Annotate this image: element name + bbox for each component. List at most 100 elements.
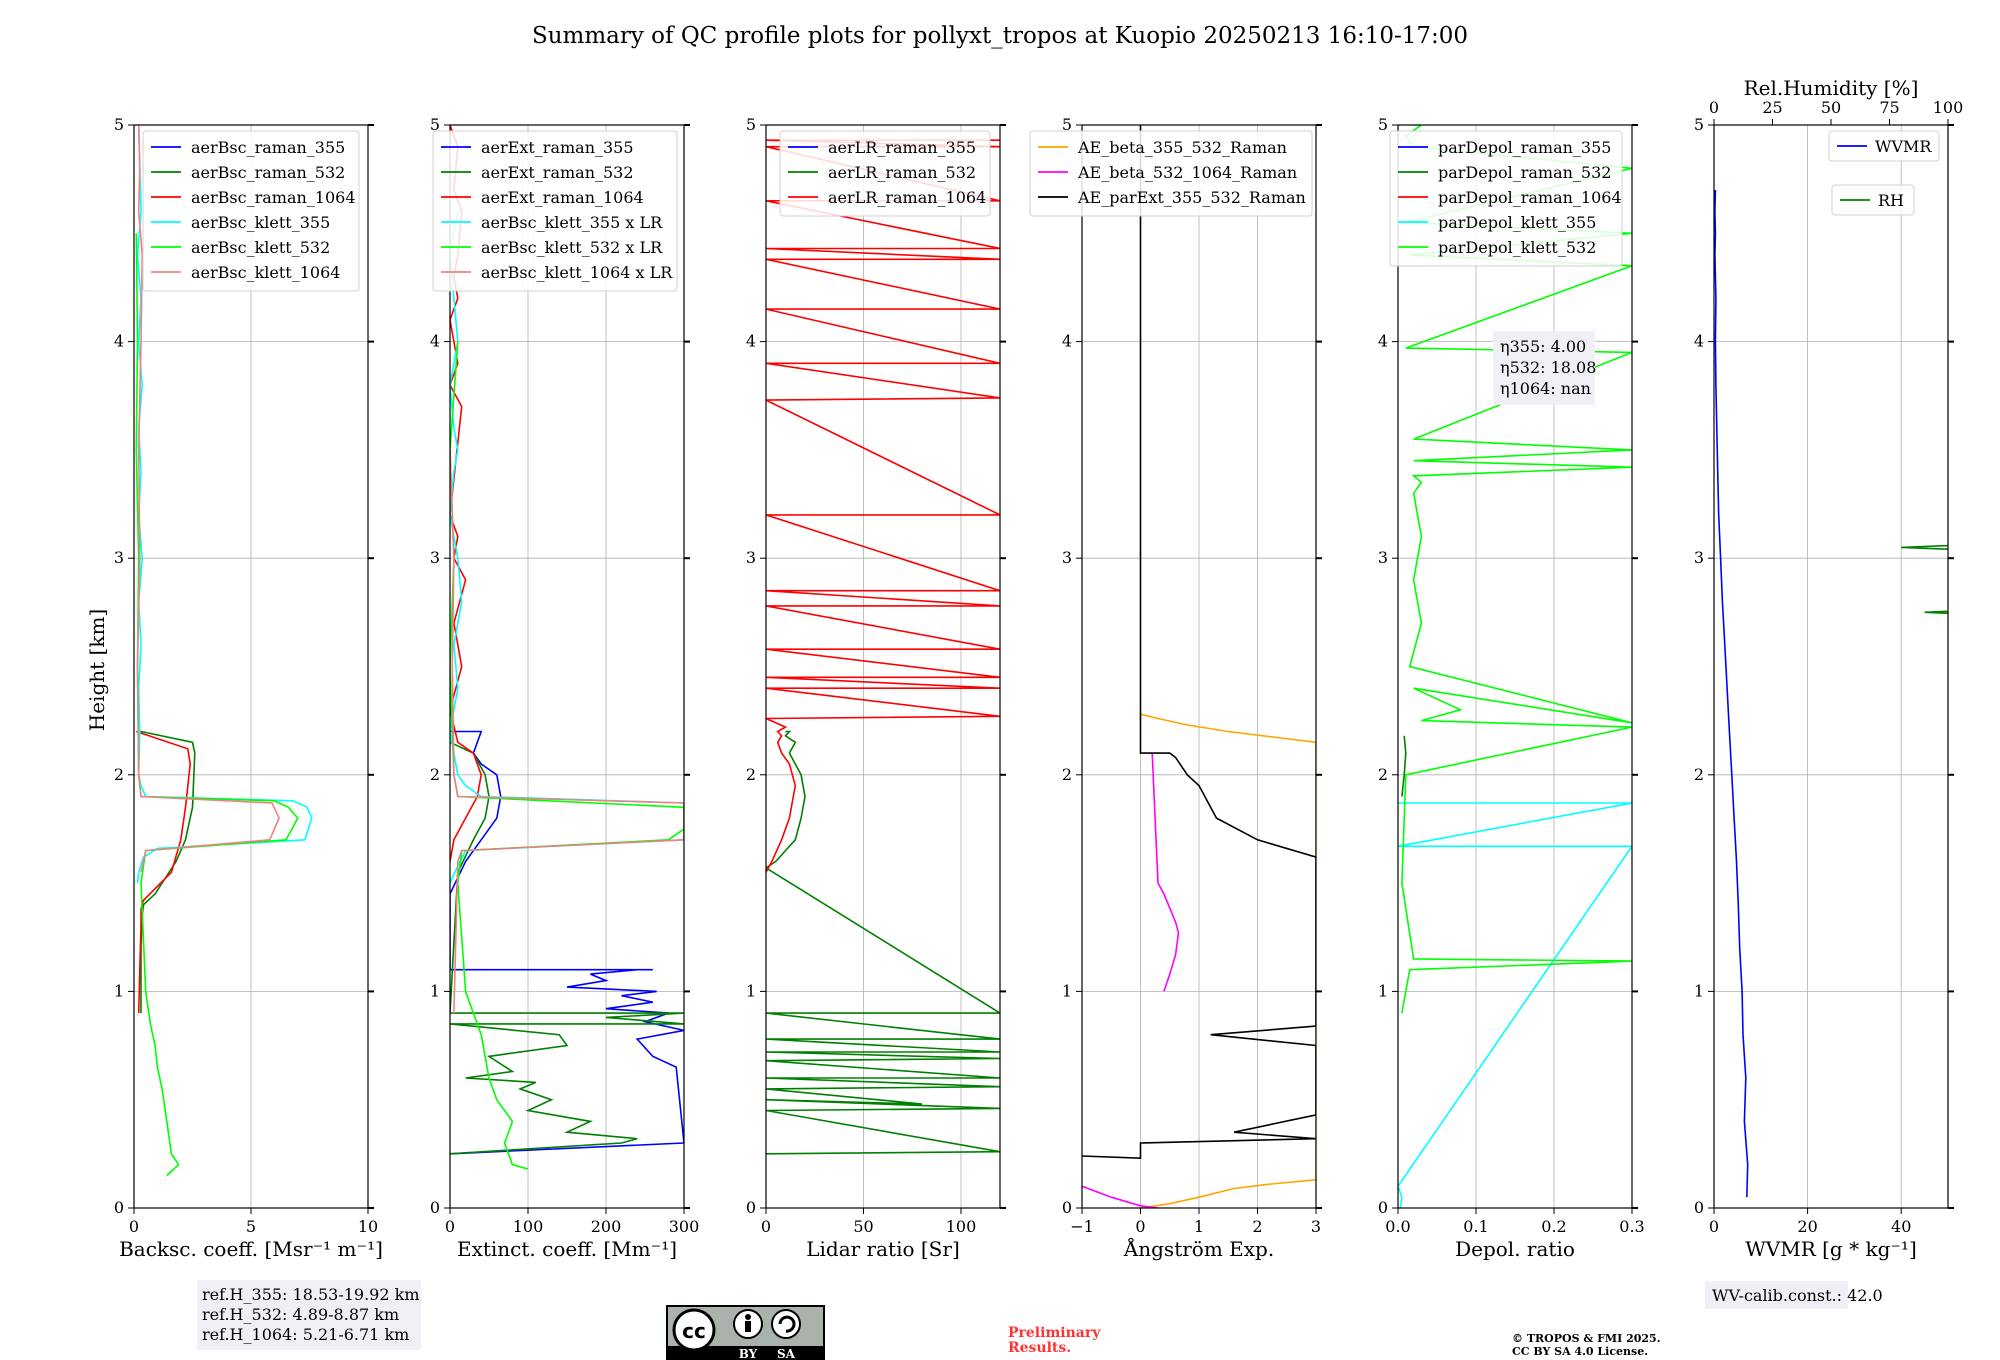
y-tick-label: 2 [1694,765,1704,784]
legend-label: aerLR_raman_1064 [828,188,986,207]
legend-label: parDepol_klett_532 [1438,238,1596,257]
legend-label: aerBsc_klett_532 [191,238,330,257]
y-tick-label: 2 [1378,765,1388,784]
y-tick-label: 5 [114,115,124,134]
legend-label: aerBsc_raman_1064 [191,188,356,207]
legend-box [779,130,991,217]
legend-label: aerBsc_klett_355 [191,213,330,232]
x-tick-label: 40 [1891,1217,1911,1236]
series-line-aerBsc_klett_532 [135,233,299,1177]
top-x-tick-label: 75 [1879,98,1899,117]
y-tick-label: 1 [430,981,440,1000]
legend-label: aerBsc_klett_355 x LR [481,213,663,232]
y-tick-label: 5 [746,115,756,134]
x-tick-label: 0 [129,1217,139,1236]
y-tick-label: 0 [430,1198,440,1217]
x-axis-label: Extinct. coeff. [Mm⁻¹] [457,1237,677,1261]
y-tick-label: 0 [1694,1198,1704,1217]
x-tick-label: 10 [358,1217,378,1236]
axes-frame [449,124,685,1209]
series-line-aerLR_raman_1064 [766,139,1000,873]
series-line-aerExt_raman_355 [450,730,684,1155]
ref-height-355: ref.H_355: 18.53-19.92 km [202,1285,420,1304]
legend-label: RH [1878,191,1904,210]
x-tick-label: 0.0 [1385,1217,1410,1236]
y-tick-label: 1 [1378,981,1388,1000]
series-group [1398,125,1632,1208]
series-group [766,139,1000,1155]
x-tick-label: 300 [669,1217,700,1236]
legend-label: parDepol_klett_355 [1438,213,1596,232]
legend-label: aerBsc_raman_532 [191,163,345,182]
y-tick-label: 2 [114,765,124,784]
y-tick-label: 5 [1694,115,1704,134]
series-line-RH [1901,514,1948,615]
series-line-aerBsc_klett_355 x LR [450,211,684,884]
annotation-line: η1064: nan [1500,379,1591,398]
y-tick-label: 5 [1378,115,1388,134]
legend-label: AE_beta_532_1064_Raman [1077,163,1297,182]
axes-frame [1397,124,1633,1209]
y-tick-label: 1 [1062,981,1072,1000]
x-tick-label: 50 [853,1217,873,1236]
axes-frame [765,124,1001,1209]
series-line-aerBsc_klett_1064 [136,125,280,873]
legend-label: aerBsc_klett_532 x LR [481,238,663,257]
series-line-aerBsc_klett_355 [136,125,313,884]
y-tick-label: 4 [746,332,756,351]
top-x-tick-label: 0 [1709,98,1719,117]
legend-label: aerExt_raman_355 [481,138,634,157]
cc-license-logo: cc BY SA [666,1305,825,1360]
x-tick-label: 0 [1135,1217,1145,1236]
legend-label: aerBsc_klett_1064 x LR [481,263,673,282]
y-tick-label: 4 [1694,332,1704,351]
y-tick-label: 3 [1062,548,1072,567]
cc-icon: cc [682,1319,706,1343]
legend-label: aerLR_raman_355 [828,138,976,157]
wv-calib-box: WV-calib.const.: 42.0 [1705,1281,1883,1309]
y-tick-label: 1 [114,981,124,1000]
panel-wv: 0 20 40 0 1 2 3 4 5 WVMR [g * kg⁻¹] 0 25 50 75 100 Rel.… [1694,76,1963,1261]
x-tick-label: 20 [1797,1217,1817,1236]
series-line-AE_beta_532_1064_Raman [1082,1185,1159,1208]
preliminary-line-2: Results. [1008,1340,1071,1356]
x-axis-label: Depol. ratio [1455,1237,1575,1261]
series-line-aerExt_raman_532 [450,741,684,1155]
ref-height-532: ref.H_532: 4.89-8.87 km [202,1305,399,1324]
sa-arrow-icon [778,1315,796,1333]
x-tick-label: 1 [1194,1217,1204,1236]
y-tick-label: 0 [1062,1198,1072,1217]
legend-box [1389,130,1623,267]
y-tick-label: 2 [746,765,756,784]
legend-label: AE_beta_355_532_Raman [1077,138,1287,157]
y-tick-label: 4 [1378,332,1388,351]
y-tick-label: 4 [114,332,124,351]
copyright-line-1: © TROPOS & FMI 2025. [1512,1332,1661,1345]
panel-depol: 0.0 0.1 0.2 0.3 0 1 2 3 4 5 Depol. ratio parDepol_r… [1378,115,1645,1261]
x-tick-label: 100 [946,1217,977,1236]
series-line-aerBsc_raman_532 [138,730,196,1014]
x-tick-label: 2 [1252,1217,1262,1236]
y-tick-label: 4 [1062,332,1072,351]
legend-label: parDepol_raman_1064 [1438,188,1622,207]
x-tick-label: −1 [1070,1217,1094,1236]
y-tick-label: 3 [114,548,124,567]
series-group [1714,189,1948,1198]
x-axis-label: WVMR [g * kg⁻¹] [1745,1237,1917,1261]
legend-label: aerBsc_raman_355 [191,138,345,157]
y-tick-label: 3 [1378,548,1388,567]
legend-label: WVMR [1875,137,1932,156]
axes-frame [1713,124,1949,1209]
y-tick-label: 2 [430,765,440,784]
series-line-AE_parExt_355_532_Raman [1082,125,1316,1160]
x-tick-label: 200 [591,1217,622,1236]
y-tick-label: 4 [430,332,440,351]
top-x-tick-label: 25 [1762,98,1782,117]
series-line-aerBsc_raman_1064 [136,730,192,1014]
legend-label: AE_parExt_355_532_Raman [1077,188,1306,207]
legend-label: aerExt_raman_1064 [481,188,644,207]
legend-box [432,130,678,292]
x-tick-label: 0.1 [1463,1217,1488,1236]
